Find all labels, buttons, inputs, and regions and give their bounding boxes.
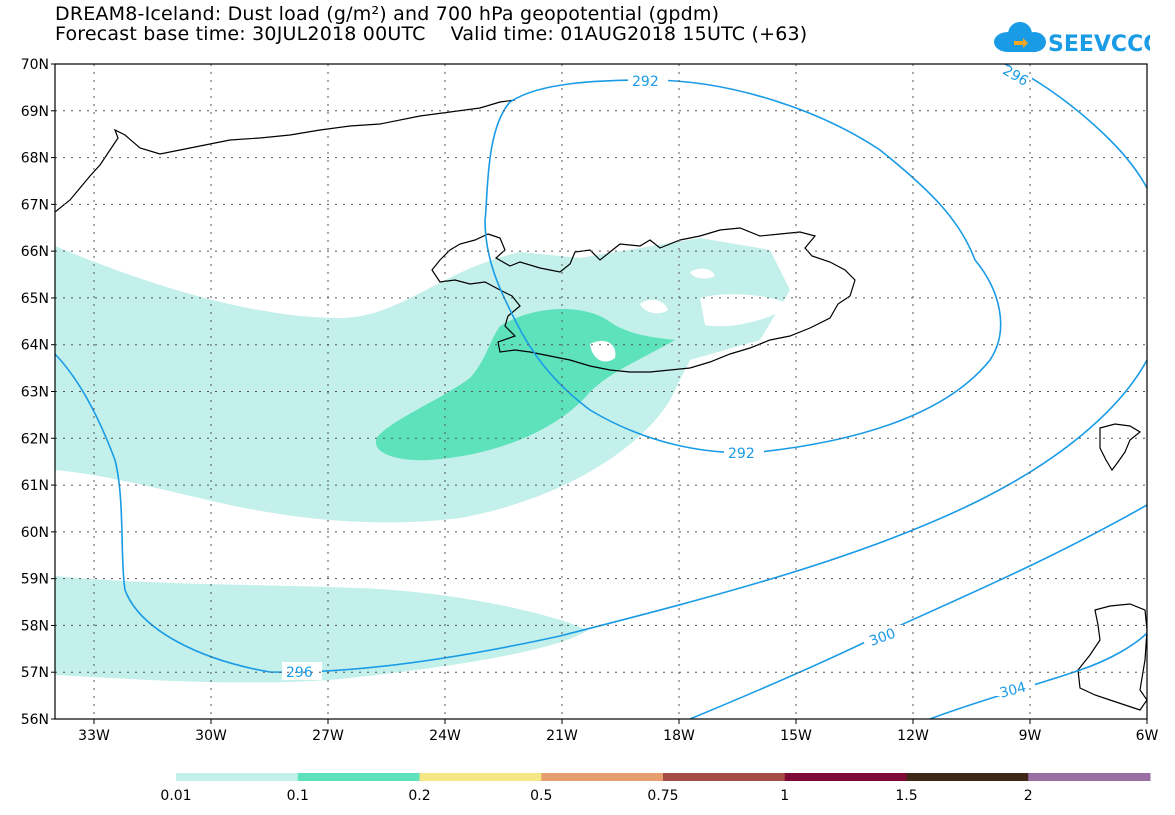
colorbar-swatch <box>541 773 664 781</box>
lat-tick-label: 63N <box>21 385 49 401</box>
colorbar-swatch <box>297 773 420 781</box>
lat-tick-label: 61N <box>21 478 49 494</box>
seevccc-logo: SEEVCCC <box>994 22 1150 57</box>
dust-area-low <box>55 238 790 523</box>
colorbar-label: 0.75 <box>647 788 678 804</box>
colorbar-swatch <box>906 773 1029 781</box>
contour-label: 292 <box>728 446 755 462</box>
gridlines <box>55 64 1147 719</box>
lon-tick-label: 21W <box>546 728 578 744</box>
longitude-labels: 33W 30W 27W 24W 21W 18W 15W 12W 9W 6W <box>78 719 1159 744</box>
colorbar-label: 0.1 <box>287 788 309 804</box>
lon-tick-label: 6W <box>1136 728 1159 744</box>
lon-tick-label: 12W <box>897 728 929 744</box>
contour-292-north <box>484 79 1002 454</box>
lon-tick-label: 18W <box>663 728 695 744</box>
lat-tick-label: 70N <box>21 57 49 73</box>
coastlines <box>55 99 1147 711</box>
lon-tick-label: 15W <box>780 728 812 744</box>
colorbar-swatch <box>784 773 907 781</box>
lat-tick-label: 62N <box>21 431 49 447</box>
colorbar-swatch <box>419 773 542 781</box>
colorbar-label: 1 <box>780 788 789 804</box>
contour-304 <box>929 632 1147 719</box>
lat-tick-label: 69N <box>21 104 49 120</box>
contour-label: 296 <box>286 665 313 681</box>
contour-label: 304 <box>998 679 1028 701</box>
latitude-labels: 70N 69N 68N 67N 66N 65N 64N 63N 62N 61N 60N 59N 58N 5… <box>21 57 55 728</box>
lon-tick-label: 33W <box>78 728 110 744</box>
contour-300 <box>689 504 1147 719</box>
lat-tick-label: 65N <box>21 291 49 307</box>
contour-label: 292 <box>632 74 659 90</box>
geopotential-contours <box>55 64 1147 719</box>
chart-title: DREAM8-Iceland: Dust load (g/m²) and 700… <box>55 3 720 25</box>
lat-tick-label: 57N <box>21 665 49 681</box>
colorbar-label: 1.5 <box>895 788 917 804</box>
logo-text: SEEVCCC <box>1048 32 1150 57</box>
lat-tick-label: 58N <box>21 618 49 634</box>
contour-labels: 292 296 292 296 300 304 <box>282 64 1035 702</box>
colorbar-swatch <box>176 773 299 781</box>
lat-tick-label: 67N <box>21 197 49 213</box>
lat-tick-label: 66N <box>21 244 49 260</box>
lon-tick-label: 24W <box>429 728 461 744</box>
lon-tick-label: 27W <box>312 728 344 744</box>
chart-subtitle: Forecast base time: 30JUL2018 00UTC Vali… <box>55 23 808 45</box>
contour-296-main <box>55 353 1147 673</box>
colorbar: 0.01 0.1 0.2 0.5 0.75 1 1.5 2 <box>160 773 1151 804</box>
cloud-icon <box>994 22 1046 52</box>
colorbar-label: 2 <box>1024 788 1033 804</box>
map-layers: 292 296 292 296 300 304 <box>55 64 1147 719</box>
lat-tick-label: 59N <box>21 572 49 588</box>
lat-tick-label: 68N <box>21 151 49 167</box>
lat-tick-label: 56N <box>21 712 49 728</box>
colorbar-swatch <box>663 773 786 781</box>
lat-tick-label: 60N <box>21 525 49 541</box>
lat-tick-label: 64N <box>21 338 49 354</box>
lon-tick-label: 30W <box>195 728 227 744</box>
colorbar-label: 0.5 <box>530 788 552 804</box>
colorbar-label: 0.2 <box>408 788 430 804</box>
colorbar-swatch <box>1028 773 1151 781</box>
colorbar-label: 0.01 <box>160 788 191 804</box>
lon-tick-label: 9W <box>1019 728 1042 744</box>
